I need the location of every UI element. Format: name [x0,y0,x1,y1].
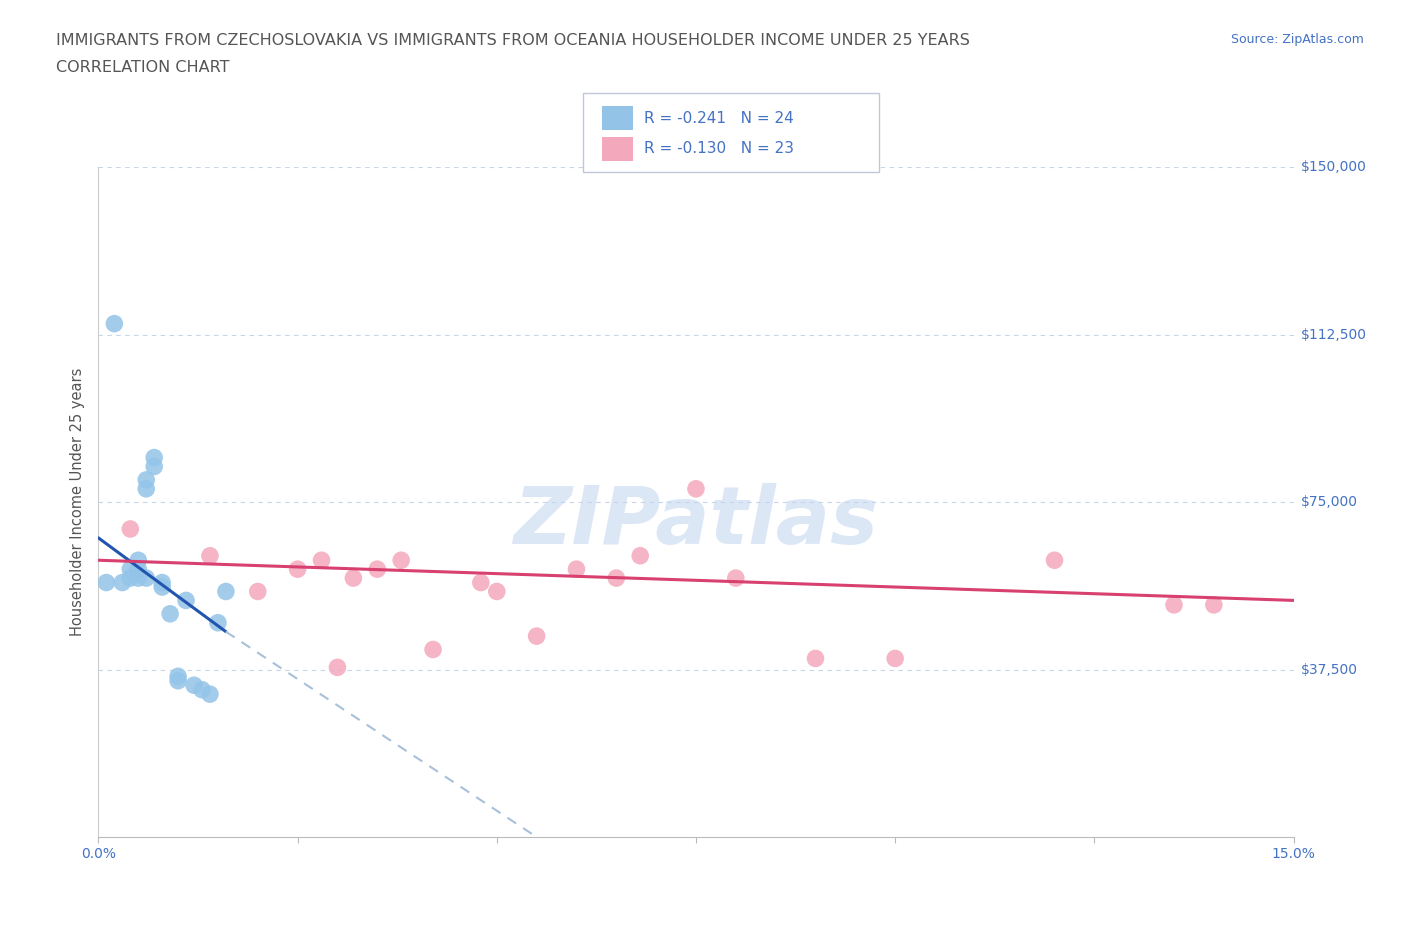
Text: IMMIGRANTS FROM CZECHOSLOVAKIA VS IMMIGRANTS FROM OCEANIA HOUSEHOLDER INCOME UND: IMMIGRANTS FROM CZECHOSLOVAKIA VS IMMIGR… [56,33,970,47]
Point [174,593,197,608]
Point [127,552,149,567]
Point [120,522,142,537]
Y-axis label: Householder Income Under 25 years: Householder Income Under 25 years [70,368,86,636]
Point [167,669,190,684]
Point [127,571,149,586]
Text: ZIPatlas: ZIPatlas [513,484,879,562]
Point [366,562,388,577]
Point [127,562,149,577]
Point [150,579,173,594]
Point [565,562,588,577]
Point [191,683,214,698]
Point [389,552,412,567]
Point [120,571,142,586]
Text: $75,000: $75,000 [1301,495,1358,510]
Point [628,549,651,564]
Point [159,606,181,621]
Point [422,642,444,657]
Point [111,575,134,590]
Point [485,584,508,599]
Point [103,316,125,331]
Text: Source: ZipAtlas.com: Source: ZipAtlas.com [1230,33,1364,46]
Point [198,686,221,701]
Text: R = -0.130   N = 23: R = -0.130 N = 23 [644,141,794,156]
Point [605,571,627,586]
Point [724,571,747,586]
Point [884,651,907,666]
Legend: Immigrants from Czechoslovakia, Immigrants from Oceania: Immigrants from Czechoslovakia, Immigran… [419,925,973,930]
Point [287,562,309,577]
Point [526,629,548,644]
Point [143,450,166,465]
Text: CORRELATION CHART: CORRELATION CHART [56,60,229,75]
Point [135,472,157,487]
Point [685,482,707,497]
Point [167,673,190,688]
Point [804,651,827,666]
Point [183,678,205,693]
Text: R = -0.241   N = 24: R = -0.241 N = 24 [644,111,794,126]
Point [96,575,118,590]
Point [198,549,221,564]
Point [246,584,269,599]
Text: $150,000: $150,000 [1301,160,1367,175]
Point [326,660,349,675]
Point [215,584,238,599]
Point [1163,597,1185,612]
Point [311,552,333,567]
Text: $112,500: $112,500 [1301,327,1367,342]
Point [143,459,166,474]
Point [135,571,157,586]
Point [342,571,364,586]
Point [207,616,229,631]
Point [150,575,173,590]
Point [1043,552,1066,567]
Point [1202,597,1225,612]
Point [470,575,492,590]
Point [120,562,142,577]
Text: $37,500: $37,500 [1301,662,1358,677]
Point [135,482,157,497]
